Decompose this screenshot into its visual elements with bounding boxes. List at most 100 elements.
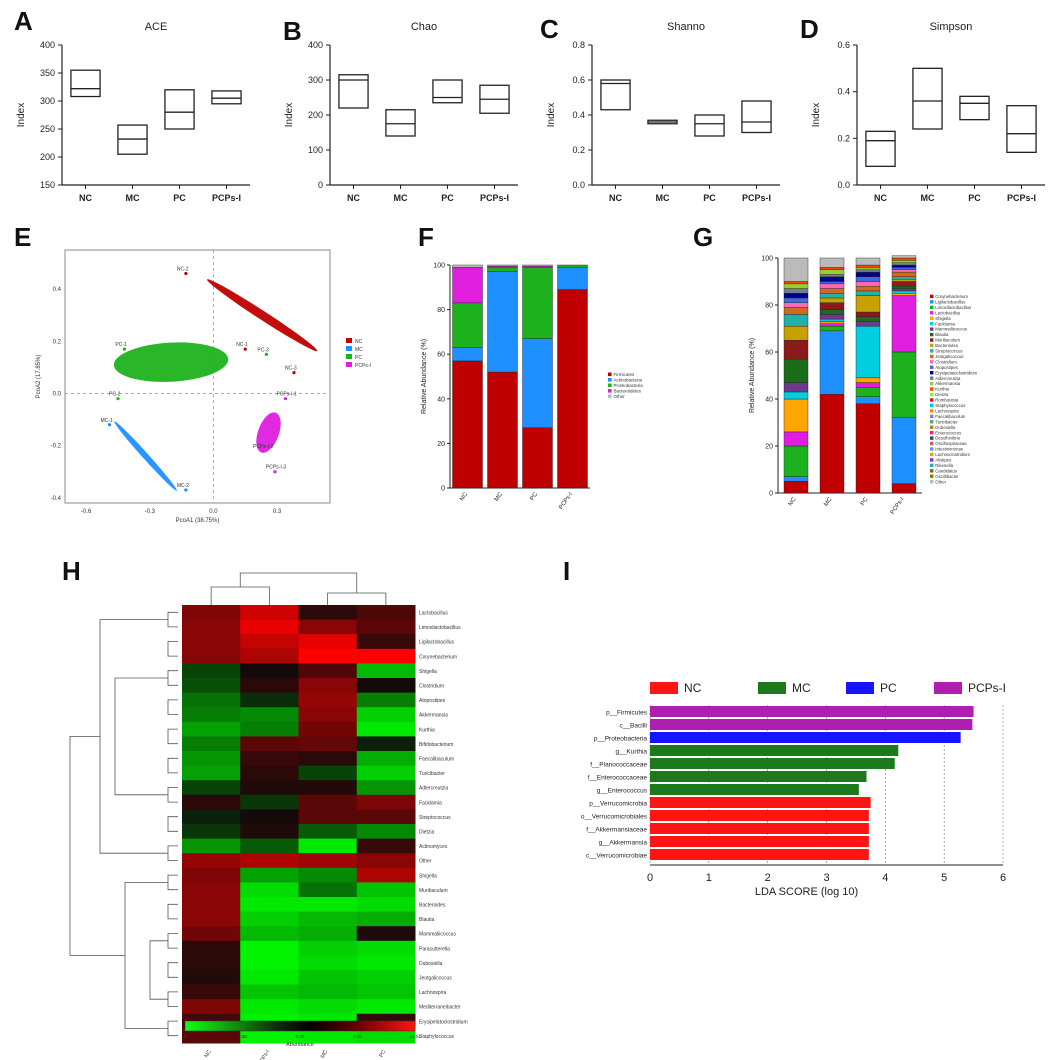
box <box>912 67 943 130</box>
lda-bar <box>650 758 895 769</box>
x-tick-label: PC <box>441 193 454 203</box>
heatmap-cell <box>182 605 241 621</box>
stacked-segment <box>855 377 881 383</box>
legend-label: PC <box>355 355 362 361</box>
x-tick-label: PCPs-I <box>558 491 574 510</box>
lda-bar <box>650 719 973 730</box>
stacked-segment <box>783 302 809 308</box>
y-tick-label: 400 <box>40 40 55 50</box>
legend-label: Corynebacterium <box>935 294 968 299</box>
heatmap-cell <box>182 721 241 737</box>
heatmap-cell <box>240 721 299 737</box>
dendrogram-branch <box>167 611 178 628</box>
y-tick-label: 100 <box>761 256 773 263</box>
heatmap-cell <box>356 955 416 971</box>
row-label: Parasutterella <box>419 946 450 952</box>
row-label: Dietzia <box>419 829 435 835</box>
panel-label-b: B <box>283 16 302 46</box>
legend-swatch <box>930 387 934 391</box>
row-label: Staphylococcus <box>419 1034 455 1040</box>
stacked-segment <box>783 325 809 341</box>
legend-label: Lachnospira <box>935 408 959 413</box>
heatmap-cell <box>182 853 241 869</box>
x-tick-label: 2 <box>765 872 771 884</box>
heatmap-cell <box>356 634 416 650</box>
y-tick-label: 0.8 <box>572 40 585 50</box>
dendrogram-branch <box>69 736 125 956</box>
dendrogram-branch <box>99 619 168 854</box>
stacked-segment <box>855 316 881 322</box>
legend-swatch <box>930 392 934 397</box>
heatmap-cell <box>356 692 416 708</box>
lda-bar <box>650 810 869 821</box>
heatmap-cell <box>298 751 358 767</box>
heatmap-cell <box>298 999 358 1015</box>
row-label: Faecalibaculum <box>419 756 454 762</box>
colorbar-tick-label: 0.80 <box>353 1034 362 1039</box>
y-tick-label: 60 <box>437 352 445 359</box>
stacked-segment <box>855 382 881 388</box>
heatmap-cell <box>240 1028 299 1044</box>
x-tick-label: PCPs-I <box>1007 193 1036 203</box>
heatmap-cell <box>298 765 358 781</box>
heatmap-cell <box>356 765 416 781</box>
x-tick-label: PCPs-I <box>742 193 771 203</box>
heatmap-cell <box>298 648 358 664</box>
stacked-segment <box>819 283 845 289</box>
y-tick-label: 0 <box>769 491 773 498</box>
stacked-segment <box>891 417 917 484</box>
heatmap-cell <box>298 721 358 737</box>
stacked-segment <box>891 278 917 282</box>
chao-boxplot: Chao 0 100 200 300 400 Index NC MC PC PCPs-I <box>284 21 518 203</box>
x-tick-label: NC <box>347 193 360 203</box>
row-label: Mediterraneibacter <box>419 1005 461 1011</box>
legend-label: Clostridium <box>935 359 957 364</box>
phylum-stacked-bar: 0 20 40 60 80 100 Relative Abundance (%) NC MC PC… <box>421 263 643 511</box>
heatmap-cell <box>182 634 241 650</box>
stacked-segment <box>855 257 881 266</box>
sample-label: NC-3 <box>285 366 297 372</box>
stacked-segment <box>891 257 917 261</box>
stacked-segment <box>891 281 917 287</box>
x-tick-label: NC <box>459 491 469 502</box>
stacked-segment <box>891 269 917 273</box>
chart-title: ACE <box>145 21 168 33</box>
legend-swatch <box>346 354 352 359</box>
y-axis-label: Relative Abundance (%) <box>421 339 428 414</box>
x-tick-label: MC <box>921 193 935 203</box>
x-tick-label: 0 <box>647 872 653 884</box>
x-tick-label: 3 <box>823 872 829 884</box>
stacked-segment <box>819 276 845 282</box>
stacked-segment <box>783 283 809 289</box>
box <box>865 130 896 167</box>
heatmap-cell <box>240 882 299 898</box>
stacked-segment <box>855 290 881 296</box>
row-label: Kurthia <box>419 727 435 733</box>
x-tick-label: MC <box>494 491 505 503</box>
bar-label: p__Firmicutes <box>606 710 648 717</box>
legend-swatch <box>930 321 934 326</box>
stacked-segment <box>783 288 809 294</box>
y-tick-label: 0 <box>441 486 445 493</box>
legend-label: Limosilactobacillus <box>935 305 971 310</box>
x-tick-label: PC <box>703 193 716 203</box>
stacked-segment <box>855 281 881 287</box>
legend-swatch <box>934 682 962 694</box>
heatmap-cell <box>298 897 358 913</box>
legend-label: PCPs-I <box>355 363 371 369</box>
legend-swatch <box>930 409 934 413</box>
sample-point <box>243 347 247 351</box>
legend-label: Enterococcus <box>935 430 961 435</box>
legend-label: Lactobacillus <box>935 310 960 315</box>
sample-point <box>116 397 120 401</box>
legend-label: Staphylococcus <box>935 403 965 408</box>
heatmap-cell <box>182 897 241 913</box>
heatmap-cell <box>182 765 241 781</box>
legend-swatch <box>758 682 786 694</box>
heatmap-cell <box>298 911 358 927</box>
lda-bar <box>650 849 869 860</box>
heatmap-cell <box>298 634 358 650</box>
dendrogram-branch <box>167 757 178 774</box>
heatmap-cell <box>298 853 358 869</box>
row-label: Lactobacillus <box>419 610 448 616</box>
